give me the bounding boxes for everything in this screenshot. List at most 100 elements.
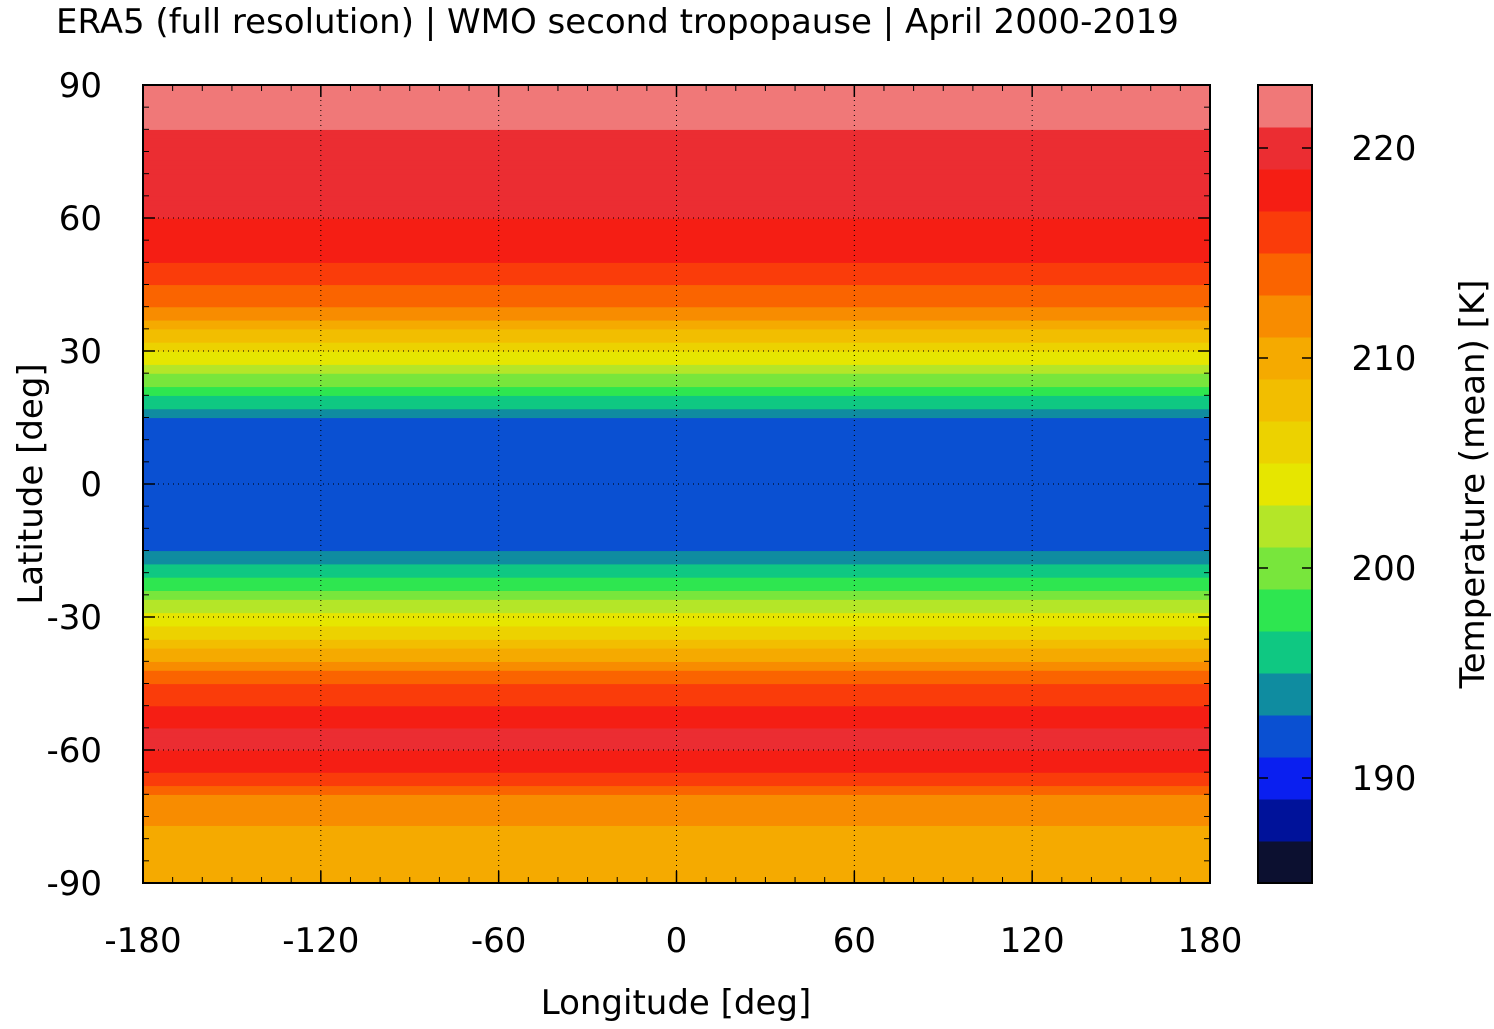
y-tick-label: 0 <box>80 465 102 505</box>
temperature-band <box>143 457 1210 463</box>
temperature-band <box>143 750 1210 756</box>
y-tick-label: 30 <box>59 332 102 372</box>
temperature-band <box>143 798 1210 804</box>
temperature-band <box>143 834 1210 840</box>
temperature-band <box>143 244 1210 250</box>
temperature-band <box>143 107 1210 113</box>
temperature-band <box>143 745 1210 751</box>
temperature-band <box>143 355 1210 361</box>
temperature-band <box>143 652 1210 658</box>
temperature-band <box>143 679 1210 685</box>
temperature-band <box>143 351 1210 357</box>
temperature-band <box>143 776 1210 782</box>
temperature-band <box>143 195 1210 201</box>
temperature-band <box>143 395 1210 401</box>
temperature-band <box>143 603 1210 609</box>
x-tick-label: -60 <box>471 921 527 961</box>
temperature-band <box>143 506 1210 512</box>
temperature-band <box>143 430 1210 436</box>
colorbar-axis-label: Temperature (mean) [K] <box>1453 280 1493 690</box>
temperature-band <box>143 222 1210 228</box>
temperature-band <box>143 563 1210 569</box>
temperature-band <box>143 209 1210 215</box>
colorbar-cell <box>1258 589 1312 632</box>
temperature-band <box>143 408 1210 414</box>
temperature-band <box>143 284 1210 290</box>
colorbar-cell <box>1258 841 1312 884</box>
colorbar-cell <box>1258 211 1312 254</box>
temperature-band <box>143 111 1210 117</box>
temperature-band <box>143 306 1210 312</box>
temperature-band <box>143 235 1210 241</box>
temperature-band <box>143 829 1210 835</box>
temperature-band <box>143 515 1210 521</box>
temperature-band <box>143 714 1210 720</box>
y-tick-labels: 90 60 30 0 -30 -60 -90 <box>46 66 102 904</box>
colorbar-tick-label: 210 <box>1352 339 1417 379</box>
temperature-band <box>143 670 1210 676</box>
temperature-band <box>143 519 1210 525</box>
temperature-band <box>143 466 1210 472</box>
x-axis-label: Longitude [deg] <box>541 983 812 1023</box>
grid-lines <box>143 85 1210 883</box>
temperature-band <box>143 151 1210 157</box>
colorbar: 190 200 210 220 <box>1257 84 1417 884</box>
temperature-band <box>143 231 1210 237</box>
temperature-band <box>143 501 1210 507</box>
temperature-band <box>143 550 1210 556</box>
temperature-band <box>143 133 1210 139</box>
temperature-band <box>143 315 1210 321</box>
x-tick-label: 120 <box>1000 921 1065 961</box>
colorbar-ticks <box>1258 147 1312 779</box>
temperature-band <box>143 164 1210 170</box>
temperature-map <box>142 84 1211 884</box>
temperature-band <box>143 475 1210 481</box>
temperature-band <box>143 865 1210 871</box>
temperature-band <box>143 537 1210 543</box>
temperature-band <box>143 324 1210 330</box>
temperature-band <box>143 510 1210 516</box>
temperature-band <box>143 736 1210 742</box>
temperature-band <box>143 692 1210 698</box>
temperature-band <box>143 621 1210 627</box>
temperature-band <box>143 319 1210 325</box>
temperature-band <box>143 191 1210 197</box>
temperature-band <box>143 302 1210 308</box>
colorbar-cell <box>1258 799 1312 842</box>
y-tick-label: -60 <box>46 731 102 771</box>
colorbar-cell <box>1258 463 1312 506</box>
temperature-band <box>143 683 1210 689</box>
temperature-band <box>143 213 1210 219</box>
x-tick-labels: -180 -120 -60 0 60 120 180 <box>104 921 1242 961</box>
temperature-band <box>143 772 1210 778</box>
temperature-band <box>143 718 1210 724</box>
temperature-band <box>143 271 1210 277</box>
temperature-band <box>143 120 1210 126</box>
y-tick-label: -30 <box>46 598 102 638</box>
temperature-band <box>143 838 1210 844</box>
temperature-band <box>143 346 1210 352</box>
temperature-band <box>143 581 1210 587</box>
temperature-band <box>143 479 1210 485</box>
temperature-band <box>143 851 1210 857</box>
temperature-band <box>143 497 1210 503</box>
colorbar-tick-label: 200 <box>1352 549 1417 589</box>
colorbar-cell <box>1258 169 1312 212</box>
temperature-band <box>143 399 1210 405</box>
temperature-band <box>143 386 1210 392</box>
temperature-band <box>143 155 1210 161</box>
temperature-band <box>143 599 1210 605</box>
temperature-band <box>143 364 1210 370</box>
temperature-band <box>143 643 1210 649</box>
temperature-band <box>143 523 1210 529</box>
temperature-band <box>143 359 1210 365</box>
colorbar-cell <box>1258 253 1312 296</box>
temperature-band <box>143 169 1210 175</box>
temperature-band <box>143 186 1210 192</box>
temperature-band <box>143 594 1210 600</box>
temperature-band <box>143 577 1210 583</box>
temperature-band <box>143 160 1210 166</box>
y-axis-label: Latitude [deg] <box>11 363 51 604</box>
temperature-band <box>143 758 1210 764</box>
